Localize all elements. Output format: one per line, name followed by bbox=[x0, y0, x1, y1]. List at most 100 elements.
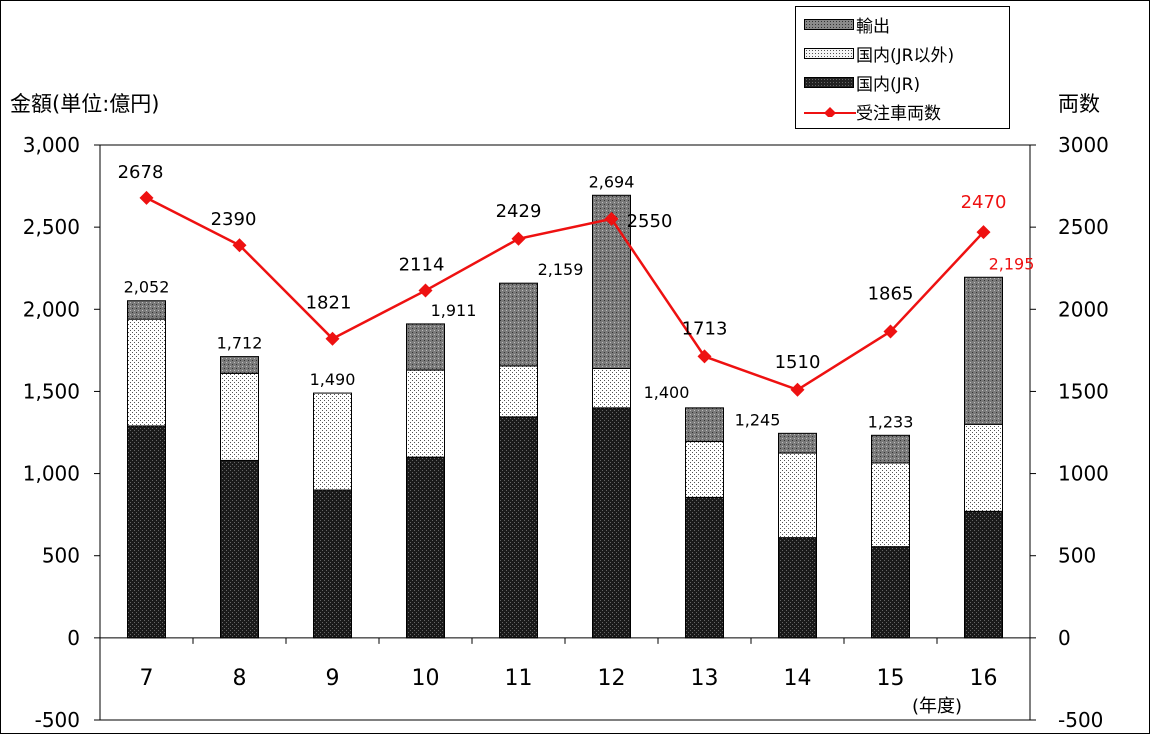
bar-segment-domestic-jr bbox=[406, 456, 445, 639]
y-left-tick-label: -500 bbox=[35, 708, 80, 732]
bar-total-label: 1,245 bbox=[735, 410, 781, 429]
legend-swatch-domestic-jr bbox=[804, 76, 854, 88]
legend-label-orders: 受注車両数 bbox=[856, 103, 941, 124]
line-value-label: 2114 bbox=[399, 255, 445, 276]
bar-segment-export bbox=[778, 432, 817, 454]
legend-item-domestic-non-jr: 国内(JR以外) bbox=[804, 40, 954, 66]
bar-segment-export bbox=[964, 276, 1003, 425]
bar-segment-domestic-jr bbox=[313, 489, 352, 639]
x-tick-label: 14 bbox=[784, 666, 812, 691]
x-tick-label: 10 bbox=[412, 666, 440, 691]
y-right-tick-label: 0 bbox=[1058, 626, 1071, 650]
y-right-tick-label: -500 bbox=[1058, 708, 1103, 732]
y-right-tick-label: 2500 bbox=[1058, 215, 1109, 239]
y-right-tick-label: 1500 bbox=[1058, 379, 1109, 403]
bar-segment-export bbox=[406, 323, 445, 371]
bar-total-label: 1,490 bbox=[310, 370, 356, 389]
line-value-label: 1821 bbox=[306, 293, 352, 314]
legend-item-domestic-jr: 国内(JR) bbox=[804, 69, 920, 95]
line-orders bbox=[145, 196, 985, 392]
bar-segment-domestic-non-jr bbox=[964, 423, 1003, 512]
x-tick-label: 15 bbox=[877, 666, 905, 691]
line-value-label: 2550 bbox=[627, 211, 673, 232]
line-value-label: 1865 bbox=[868, 283, 914, 304]
legend-item-orders: 受注車両数 bbox=[804, 98, 941, 124]
bar-total-label: 1,400 bbox=[644, 383, 690, 402]
bar-segment-domestic-non-jr bbox=[685, 441, 724, 498]
y-left-axis-title: 金額(単位:億円) bbox=[10, 92, 160, 116]
line-point-orders bbox=[232, 238, 247, 253]
bar-segment-domestic-non-jr bbox=[778, 452, 817, 539]
line-point-orders bbox=[511, 231, 526, 246]
line-value-label: 1713 bbox=[682, 318, 728, 339]
line-value-label: 2429 bbox=[496, 201, 542, 222]
y-left-tick-label: 2,500 bbox=[23, 215, 80, 239]
bar-segment-export bbox=[871, 434, 910, 464]
y-left-tick-label: 0 bbox=[67, 626, 80, 650]
x-axis-unit-label: (年度) bbox=[912, 696, 963, 717]
bar-segment-export bbox=[499, 282, 538, 367]
y-right-axis-title: 両数 bbox=[1058, 92, 1100, 116]
y-right-tick-label: 2000 bbox=[1058, 297, 1109, 321]
legend-label-domestic-non-jr: 国内(JR以外) bbox=[856, 45, 955, 66]
bar-total-label: 1,233 bbox=[868, 412, 914, 431]
line-point-orders bbox=[697, 349, 712, 364]
line-point-orders bbox=[139, 190, 154, 205]
y-left-tick-label: 2,000 bbox=[23, 297, 80, 321]
bar-total-label: 2,694 bbox=[589, 172, 635, 191]
line-point-orders bbox=[883, 324, 898, 339]
y-left-tick-label: 1,000 bbox=[23, 462, 80, 486]
bar-total-label: 1,911 bbox=[431, 301, 477, 320]
line-point-orders bbox=[976, 225, 991, 240]
legend-swatch-domestic-non-jr bbox=[804, 47, 854, 59]
bar-segment-domestic-non-jr bbox=[127, 318, 166, 427]
bar-segment-domestic-non-jr bbox=[313, 392, 352, 491]
bar-segment-domestic-jr bbox=[220, 459, 259, 639]
bar-segment-domestic-non-jr bbox=[499, 365, 538, 418]
bar-segment-export bbox=[220, 356, 259, 374]
y-right-tick-label: 3000 bbox=[1058, 133, 1109, 157]
legend-line-orders bbox=[804, 106, 856, 117]
legend-label-export: 輸出 bbox=[856, 16, 890, 37]
x-tick-label: 11 bbox=[505, 666, 533, 691]
x-tick-label: 12 bbox=[598, 666, 626, 691]
y-right-tick-label: 500 bbox=[1058, 544, 1096, 568]
line-value-label: 1510 bbox=[775, 352, 821, 373]
legend-label-domestic-jr: 国内(JR) bbox=[856, 74, 921, 95]
bar-segment-domestic-jr bbox=[964, 510, 1003, 639]
x-tick-label: 7 bbox=[140, 666, 154, 691]
bar-total-label: 2,159 bbox=[538, 260, 584, 279]
bar-segment-domestic-jr bbox=[685, 496, 724, 639]
bar-segment-domestic-non-jr bbox=[220, 372, 259, 461]
x-tick-label: 9 bbox=[326, 666, 340, 691]
line-point-orders bbox=[418, 283, 433, 298]
y-left-tick-label: 3,000 bbox=[23, 133, 80, 157]
y-left-tick-label: 1,500 bbox=[23, 379, 80, 403]
x-tick-label: 13 bbox=[691, 666, 719, 691]
line-value-label: 2678 bbox=[118, 162, 164, 183]
y-left-tick-label: 500 bbox=[42, 544, 80, 568]
line-point-orders bbox=[790, 382, 805, 397]
line-point-orders bbox=[604, 211, 619, 226]
line-value-label: 2390 bbox=[211, 209, 257, 230]
line-point-orders bbox=[325, 331, 340, 346]
bar-segment-domestic-non-jr bbox=[871, 462, 910, 548]
bar-segment-domestic-jr bbox=[499, 416, 538, 639]
bar-segment-export bbox=[685, 407, 724, 443]
x-tick-label: 16 bbox=[970, 666, 998, 691]
legend-item-export: 輸出 bbox=[804, 11, 890, 37]
bar-segment-domestic-jr bbox=[592, 407, 631, 639]
legend-swatch-export bbox=[804, 18, 854, 30]
plot-border bbox=[99, 144, 1031, 721]
line-value-label: 2470 bbox=[961, 192, 1007, 213]
bar-segment-domestic-jr bbox=[778, 537, 817, 639]
legend: 輸出 国内(JR以外) 国内(JR) 受注車両数 bbox=[795, 6, 1010, 129]
bar-segment-export bbox=[127, 300, 166, 320]
bar-segment-domestic-jr bbox=[871, 546, 910, 639]
bar-segment-domestic-non-jr bbox=[406, 369, 445, 458]
bar-total-label: 1,712 bbox=[217, 334, 263, 353]
bar-total-label: 2,052 bbox=[124, 278, 170, 297]
y-right-tick-label: 1000 bbox=[1058, 462, 1109, 486]
